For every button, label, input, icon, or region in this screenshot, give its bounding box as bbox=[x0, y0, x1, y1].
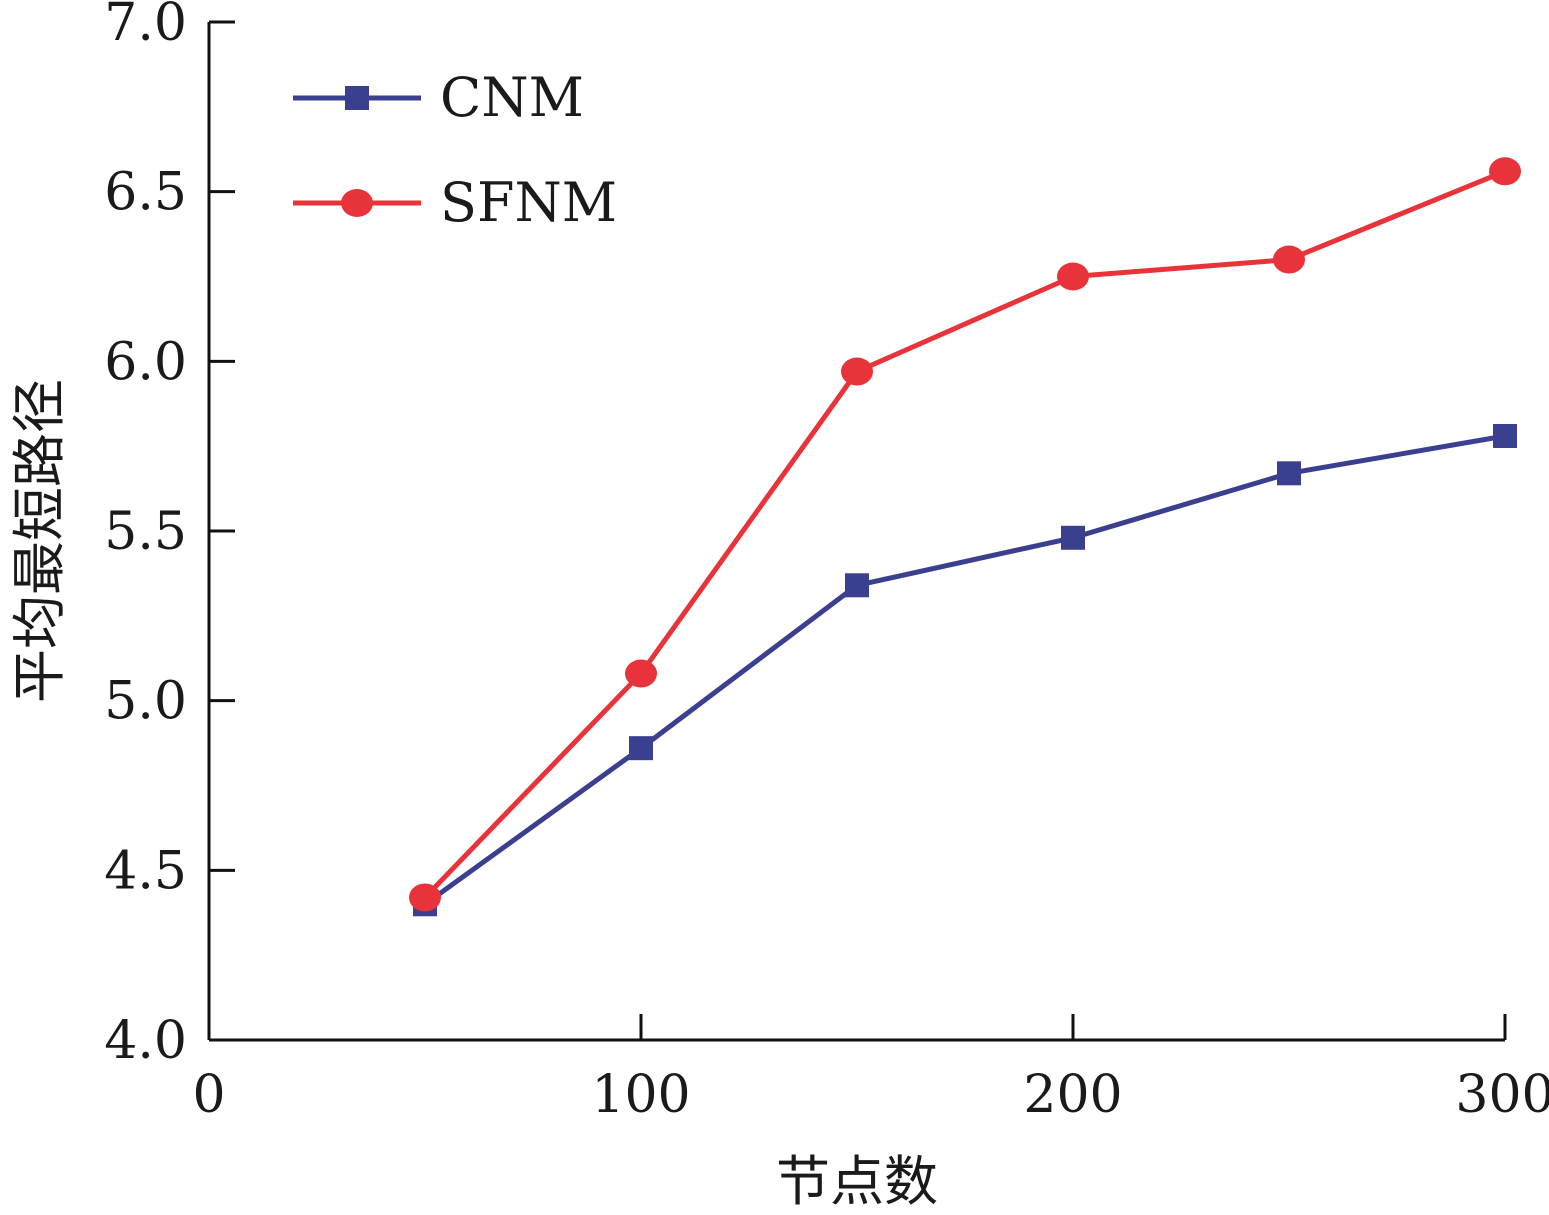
y-ticks: 4.0 4.5 5.0 5.5 6.0 6.5 7.0 bbox=[104, 0, 235, 1071]
y-axis-title: 平均最短路径 bbox=[8, 379, 71, 703]
y-tick-label: 7.0 bbox=[104, 0, 187, 53]
series-line-cnm bbox=[423, 433, 1506, 907]
y-tick-label: 4.0 bbox=[104, 1011, 187, 1071]
y-tick-label: 5.5 bbox=[104, 502, 187, 562]
data-point bbox=[841, 357, 873, 386]
legend-marker bbox=[345, 86, 369, 110]
y-tick-label: 5.0 bbox=[104, 672, 187, 732]
legend-entry-sfnm: SFNM bbox=[293, 171, 617, 234]
data-point bbox=[845, 573, 869, 598]
x-tick-label: 300 bbox=[1455, 1065, 1549, 1125]
legend-label: SFNM bbox=[440, 171, 617, 234]
data-point bbox=[409, 883, 441, 912]
data-point bbox=[1061, 525, 1085, 550]
legend: CNM SFNM bbox=[293, 66, 617, 234]
data-point bbox=[629, 736, 653, 761]
legend-entry-cnm: CNM bbox=[293, 66, 584, 129]
x-tick-label: 100 bbox=[591, 1065, 690, 1125]
legend-marker bbox=[341, 189, 373, 217]
data-point bbox=[1489, 157, 1521, 186]
x-tick-label: 0 bbox=[192, 1065, 225, 1125]
x-axis-title: 节点数 bbox=[776, 1150, 938, 1213]
y-tick-label: 6.5 bbox=[104, 163, 187, 223]
y-tick-label: 4.5 bbox=[104, 841, 187, 901]
y-tick-label: 6.0 bbox=[104, 332, 187, 392]
x-ticks: 0 100 200 300 bbox=[192, 1014, 1549, 1125]
series-layer bbox=[409, 157, 1521, 917]
series-sfnm bbox=[409, 157, 1521, 912]
data-point bbox=[1273, 245, 1305, 274]
data-point bbox=[1277, 461, 1301, 486]
series-line-sfnm bbox=[423, 168, 1506, 900]
x-tick-label: 200 bbox=[1023, 1065, 1122, 1125]
axes bbox=[207, 22, 1505, 1042]
data-point bbox=[1057, 262, 1089, 291]
legend-label: CNM bbox=[440, 66, 584, 129]
series-cnm bbox=[413, 423, 1517, 917]
data-point bbox=[625, 659, 657, 688]
data-point bbox=[1493, 423, 1517, 448]
